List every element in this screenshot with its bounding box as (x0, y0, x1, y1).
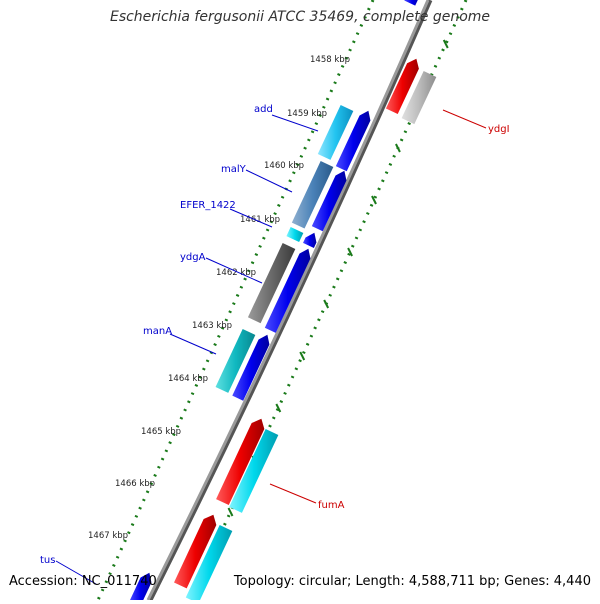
gene-feature-add-arrow[interactable] (335, 110, 371, 172)
inner-ring-tick (442, 39, 449, 49)
gene-feature-lower-red[interactable] (174, 514, 217, 589)
kbp-tick-label: 1465 kbp (141, 427, 181, 437)
gene-leader-line (205, 257, 263, 284)
gene-label-manA[interactable]: manA (143, 326, 172, 337)
gene-label-ydgA[interactable]: ydgA (180, 252, 206, 263)
gene-feature-manA[interactable] (215, 329, 256, 393)
gene-leader-line (442, 109, 487, 129)
gene-leader-line (245, 169, 293, 193)
kbp-tick-label: 1461 kbp (240, 215, 280, 225)
gene-leader-line (55, 560, 97, 585)
outer-dotted-ring (96, 0, 375, 601)
gene-label-add[interactable]: add (254, 104, 273, 115)
inner-ring-tick (347, 247, 353, 257)
genome-backbone-shadow (147, 0, 433, 602)
gene-leader-line (269, 483, 317, 504)
gene-feature-malY-arrow[interactable] (311, 170, 347, 232)
inner-ring-ticks (203, 39, 449, 569)
genome-backbone (146, 0, 430, 601)
gene-leader-line (169, 333, 217, 355)
gene-features (129, 0, 437, 604)
kbp-tick-label: 1460 kbp (264, 161, 304, 171)
gene-label-EFER_1422[interactable]: EFER_1422 (180, 200, 236, 211)
inner-ring-tick (275, 403, 282, 413)
gene-labels: add malY EFER_1422 ydgA manA tus ydgI fumA (40, 104, 510, 585)
gene-feature-EFER_1422-arrow[interactable] (303, 232, 317, 248)
gene-leader-line (271, 114, 319, 132)
kbp-tick-label: 1462 kbp (216, 268, 256, 278)
inner-ring-tick (395, 143, 401, 153)
inner-ring-tick (323, 299, 330, 309)
gene-feature-add[interactable] (317, 105, 354, 160)
gene-feature-ydgA[interactable] (247, 243, 296, 324)
gene-label-fumA[interactable]: fumA (318, 500, 345, 511)
genome-summary: Topology: circular; Length: 4,588,711 bp… (233, 574, 591, 589)
kbp-tick-label: 1459 kbp (287, 109, 327, 119)
gene-feature-ydgA-arrow[interactable] (264, 248, 311, 333)
kbp-tick-label: 1466 kbp (115, 479, 155, 489)
inner-ring-tick (371, 195, 377, 205)
kbp-tick-labels: 1458 kbp 1459 kbp 1460 kbp 1461 kbp 1462 kbp… (88, 55, 350, 541)
gene-leader-line (229, 208, 273, 228)
gene-label-tus[interactable]: tus (40, 555, 55, 566)
gene-feature-lower-cyan[interactable] (185, 525, 233, 604)
map-title: Escherichia fergusonii ATCC 35469, compl… (109, 9, 491, 25)
gene-feature-top-blue[interactable] (404, 0, 419, 6)
gene-label-ydgI[interactable]: ydgI (488, 124, 510, 135)
gene-feature-gray-top[interactable] (401, 71, 437, 125)
gene-feature-manA-arrow[interactable] (232, 334, 270, 401)
inner-ring-tick (299, 351, 306, 361)
kbp-tick-label: 1463 kbp (192, 321, 232, 331)
accession-label: Accession: NC_011740 (9, 574, 157, 589)
kbp-tick-label: 1464 kbp (168, 374, 208, 384)
kbp-tick-label: 1458 kbp (310, 55, 350, 65)
gene-feature-EFER_1422[interactable] (286, 227, 304, 243)
gene-feature-fumA-cyan[interactable] (229, 429, 279, 513)
kbp-tick-label: 1467 kbp (88, 531, 128, 541)
gene-feature-fumA-red[interactable] (216, 418, 265, 506)
gene-label-malY[interactable]: malY (221, 164, 247, 175)
gene-feature-malY[interactable] (291, 161, 334, 229)
gene-feature-ydgI[interactable] (385, 58, 419, 115)
gene-feature-tus[interactable] (129, 572, 152, 604)
inner-ring-tick (227, 507, 234, 517)
